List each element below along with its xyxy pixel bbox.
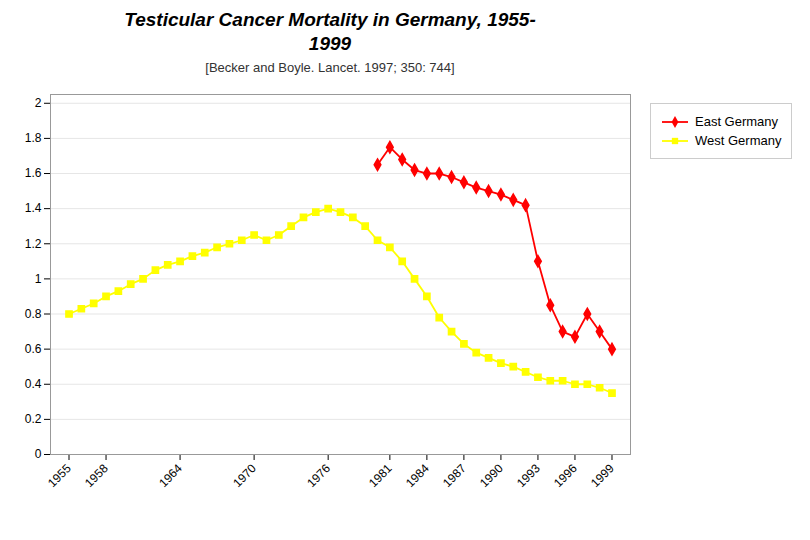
html-text:West Germany: West Germany — [695, 133, 782, 148]
svg-text:1996: 1996 — [551, 461, 580, 490]
svg-text:0.8: 0.8 — [25, 307, 42, 321]
svg-text:1981: 1981 — [366, 461, 395, 490]
svg-text:1990: 1990 — [477, 461, 506, 490]
svg-text:1.2: 1.2 — [25, 237, 42, 251]
svg-text:1: 1 — [35, 272, 42, 286]
svg-text:1987: 1987 — [440, 461, 469, 490]
svg-text:1955: 1955 — [45, 461, 74, 490]
svg-text:0.4: 0.4 — [25, 377, 42, 391]
svg-text:0.6: 0.6 — [25, 342, 42, 356]
svg-text:1976: 1976 — [304, 461, 333, 490]
svg-text:1.8: 1.8 — [25, 131, 42, 145]
svg-text:1993: 1993 — [514, 461, 543, 490]
html-text:1999: 1999 — [308, 33, 352, 54]
svg-text:1.6: 1.6 — [25, 166, 42, 180]
html-text:Testicular Cancer Mortality in: Testicular Cancer Mortality in Germany, … — [124, 9, 536, 30]
svg-text:1964: 1964 — [156, 461, 185, 490]
svg-text:1970: 1970 — [230, 461, 259, 490]
svg-text:1958: 1958 — [82, 461, 111, 490]
svg-text:1984: 1984 — [403, 461, 432, 490]
svg-text:2: 2 — [35, 96, 42, 110]
svg-text:1.4: 1.4 — [25, 201, 42, 215]
html-text:East Germany: East Germany — [695, 114, 779, 129]
svg-text:1999: 1999 — [588, 461, 617, 490]
svg-text:0.2: 0.2 — [25, 412, 42, 426]
svg-text:0: 0 — [35, 447, 42, 461]
html-text:[Becker and Boyle. Lancet. 199: [Becker and Boyle. Lancet. 1997; 350: 74… — [205, 60, 455, 75]
